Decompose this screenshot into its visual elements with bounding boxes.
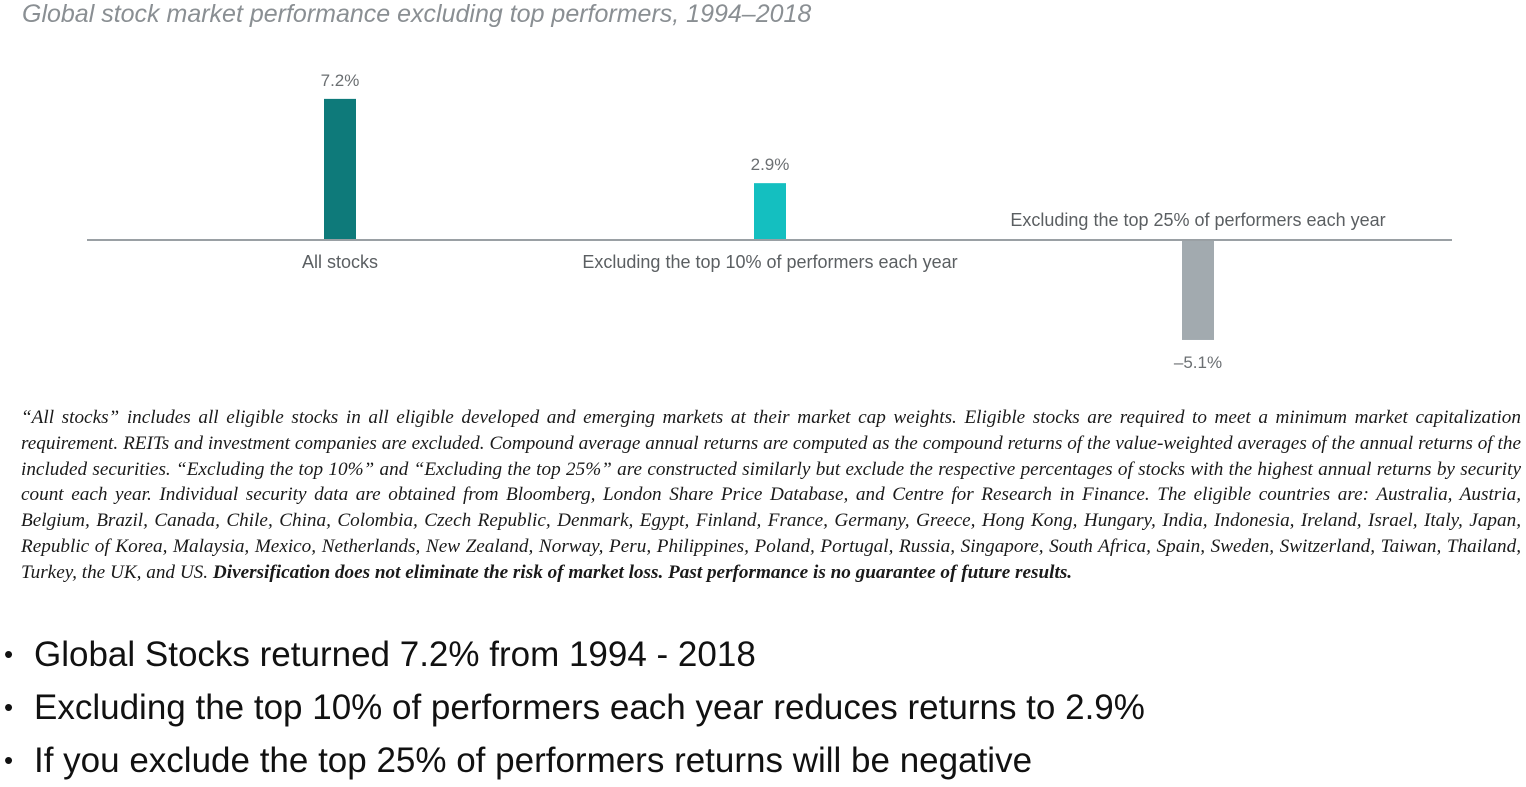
bar-value-label: 2.9%: [751, 155, 790, 174]
chart-title: Global stock market performance excludin…: [22, 0, 812, 28]
bullet-text: If you exclude the top 25% of performers…: [34, 741, 1033, 780]
bullet-dot: •: [4, 639, 14, 669]
category-label: Excluding the top 25% of performers each…: [1010, 210, 1385, 230]
bullet-item: • If you exclude the top 25% of performer…: [4, 734, 1145, 787]
bar-chart: 7.2% All stocks 2.9% Excluding the top 10% …: [87, 71, 1452, 372]
bullet-dot: •: [4, 692, 14, 722]
summary-bullets: • Global Stocks returned 7.2% from 1994 -…: [4, 628, 1145, 787]
chart-bar: [1182, 240, 1214, 340]
bullet-item: • Global Stocks returned 7.2% from 1994 -…: [4, 628, 1145, 681]
chart-bar: [754, 183, 786, 240]
bullet-dot: •: [4, 745, 14, 775]
bullet-text: Global Stocks returned 7.2% from 1994 - …: [34, 635, 756, 674]
category-label: Excluding the top 10% of performers each…: [582, 252, 957, 272]
bar-value-label: –5.1%: [1174, 353, 1222, 372]
chart-footnote: “All stocks” includes all eligible stock…: [21, 405, 1521, 586]
bullet-text: Excluding the top 10% of performers each…: [34, 688, 1145, 727]
bar-value-label: 7.2%: [321, 71, 360, 90]
bullet-item: • Excluding the top 10% of performers eac…: [4, 681, 1145, 734]
footnote-text: “All stocks” includes all eligible stock…: [21, 407, 1521, 583]
category-label: All stocks: [302, 252, 378, 272]
chart-bar: [324, 98, 356, 240]
footnote-disclaimer: Diversification does not eliminate the r…: [212, 561, 1073, 583]
